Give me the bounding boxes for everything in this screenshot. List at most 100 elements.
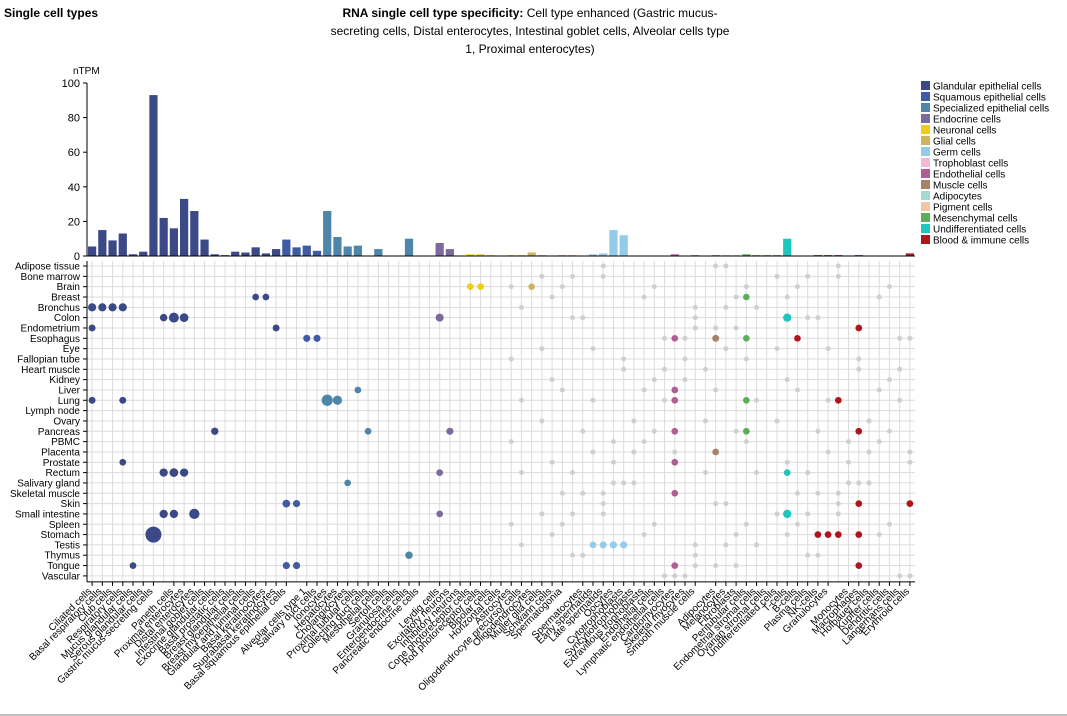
bubble-skin-erythroid-cells (906, 500, 914, 507)
dot-low (886, 284, 892, 290)
tissue-label-skeletal-muscle: Skeletal muscle (10, 489, 80, 500)
bar-erythroid-cells (905, 253, 914, 256)
bubble-brain-inhibitory-neurons (477, 283, 484, 291)
bubble-bronchus-basal-respiratory-cells (98, 303, 107, 312)
bubble-stomach-plasma-cells (814, 531, 822, 538)
bubble-lung-salivary-duct-cells (332, 395, 343, 405)
bubble-pancreas-macrophages (855, 427, 863, 435)
tissue-label-fallopian-tube: Fallopian tube (17, 354, 80, 365)
legend-swatch (921, 103, 930, 112)
bubble-tongue-suprabasal-keratinocytes (292, 561, 301, 570)
tissue-label-small-intestine: Small intestine (15, 509, 80, 520)
bubble-tongue-basal-keratinocytes (282, 561, 290, 570)
legend-swatch (921, 114, 930, 123)
dot-low (897, 335, 903, 341)
bubble-skin-suprabasal-keratinocytes (292, 500, 301, 508)
page-title: Single cell types (4, 6, 99, 20)
dot-low (559, 387, 565, 393)
dot-low (641, 387, 647, 393)
y-tick-label: 0 (74, 251, 80, 263)
bubble-breast-breast-glandular-cells (252, 293, 260, 301)
bubble-colon-undifferentiated-cells (783, 313, 792, 322)
dot-low (886, 377, 892, 383)
dot-low (897, 366, 903, 372)
dot-low (723, 346, 729, 352)
dot-low (805, 273, 811, 279)
dot-low (662, 573, 668, 579)
dot-low (682, 573, 688, 579)
legend-swatch (921, 147, 930, 156)
bubble-testis-early-spermatids (609, 541, 618, 549)
dot-low (641, 532, 647, 538)
tissue-label-salivary-gland: Salivary gland (17, 478, 80, 489)
bubble-brain-astrocytes (528, 283, 535, 290)
legend-label: Pigment cells (933, 203, 992, 214)
bubble-colon-paneth-cells (159, 313, 168, 322)
bubble-pancreas-pancreatic-endocrine-cells (446, 427, 454, 435)
bar-glandular-and-luminal-cells (272, 249, 281, 256)
bubble-skin-basal-keratinocytes (282, 499, 291, 508)
bar-gastric-mucus-secreting-cells (149, 95, 158, 256)
legend-item-neur: Neuronal cells (921, 125, 996, 137)
dot-low (815, 552, 821, 558)
legend-swatch (921, 191, 930, 200)
dot-low (518, 470, 524, 476)
bubble-esophagus-basal-squamous-epithelial-cells (303, 334, 311, 342)
dot-low (713, 387, 719, 393)
bubble-small-intestine-enteroendocrine-cells (436, 510, 444, 518)
dot-low (651, 377, 657, 383)
legend-label: Specialized epithelial cells (933, 104, 1049, 115)
dot-low (866, 418, 872, 424)
tissue-label-vascular: Vascular (42, 571, 81, 582)
bar-intestinal-goblet-cells (190, 211, 199, 256)
dot-low (743, 521, 749, 527)
dot-low (784, 377, 790, 383)
dot-low (702, 366, 708, 372)
dot-low (886, 521, 892, 527)
dot-low (805, 552, 811, 558)
dot-low (600, 490, 606, 496)
dot-low (610, 439, 616, 445)
dot-low (805, 470, 811, 476)
bar-proximal-tubular-cells (374, 249, 383, 256)
bubble-brain-excitatory-neurons (466, 283, 474, 291)
bubble-colon-proximal-enterocytes (168, 312, 179, 323)
y-tick-label: 40 (68, 182, 80, 194)
bubble-endometrium-macrophages (855, 324, 863, 332)
legend-swatch (921, 213, 930, 222)
bottom-divider (0, 714, 1067, 716)
legend-item-undiff: Undifferentiated cells (921, 224, 1026, 236)
tissue-label-adipose-tissue: Adipose tissue (15, 262, 80, 273)
dot-low (743, 439, 749, 445)
bubble-small-intestine-proximal-enterocytes (169, 509, 179, 519)
dot-low (662, 397, 668, 403)
dot-low (508, 356, 514, 362)
dot-low (570, 552, 576, 558)
bar-spermatogonia (588, 254, 598, 256)
tissue-label-colon: Colon (54, 313, 80, 324)
dot-low (713, 501, 719, 507)
bubble-pancreas-fibroblasts (742, 427, 750, 435)
dot-low (886, 428, 892, 434)
y-tick-label: 20 (68, 216, 80, 228)
bubble-colon-enteroendocrine-cells (435, 313, 444, 322)
dot-low (866, 449, 872, 455)
bubble-lung-respiratory-cells (119, 396, 127, 404)
tissue-label-prostate: Prostate (43, 458, 81, 469)
dot-low (651, 428, 657, 434)
bar-suprabasal-keratinocytes (292, 247, 301, 256)
dot-low (733, 532, 739, 538)
bubble-pancreas-endothelial-cells (671, 427, 679, 435)
dot-low (570, 511, 576, 517)
tissue-label-liver: Liver (58, 385, 80, 396)
dot-low (897, 573, 903, 579)
bar-early-spermatids (609, 230, 618, 256)
dot-low (743, 284, 749, 290)
dot-low (621, 366, 627, 372)
bar-mesothelial-cells (404, 238, 414, 256)
dot-low (794, 521, 800, 527)
chart-title: RNA single cell type specificity: Cell t… (330, 4, 730, 58)
dot-low (907, 449, 913, 455)
dot-low (590, 397, 596, 403)
tissue-label-thymus: Thymus (44, 551, 80, 562)
